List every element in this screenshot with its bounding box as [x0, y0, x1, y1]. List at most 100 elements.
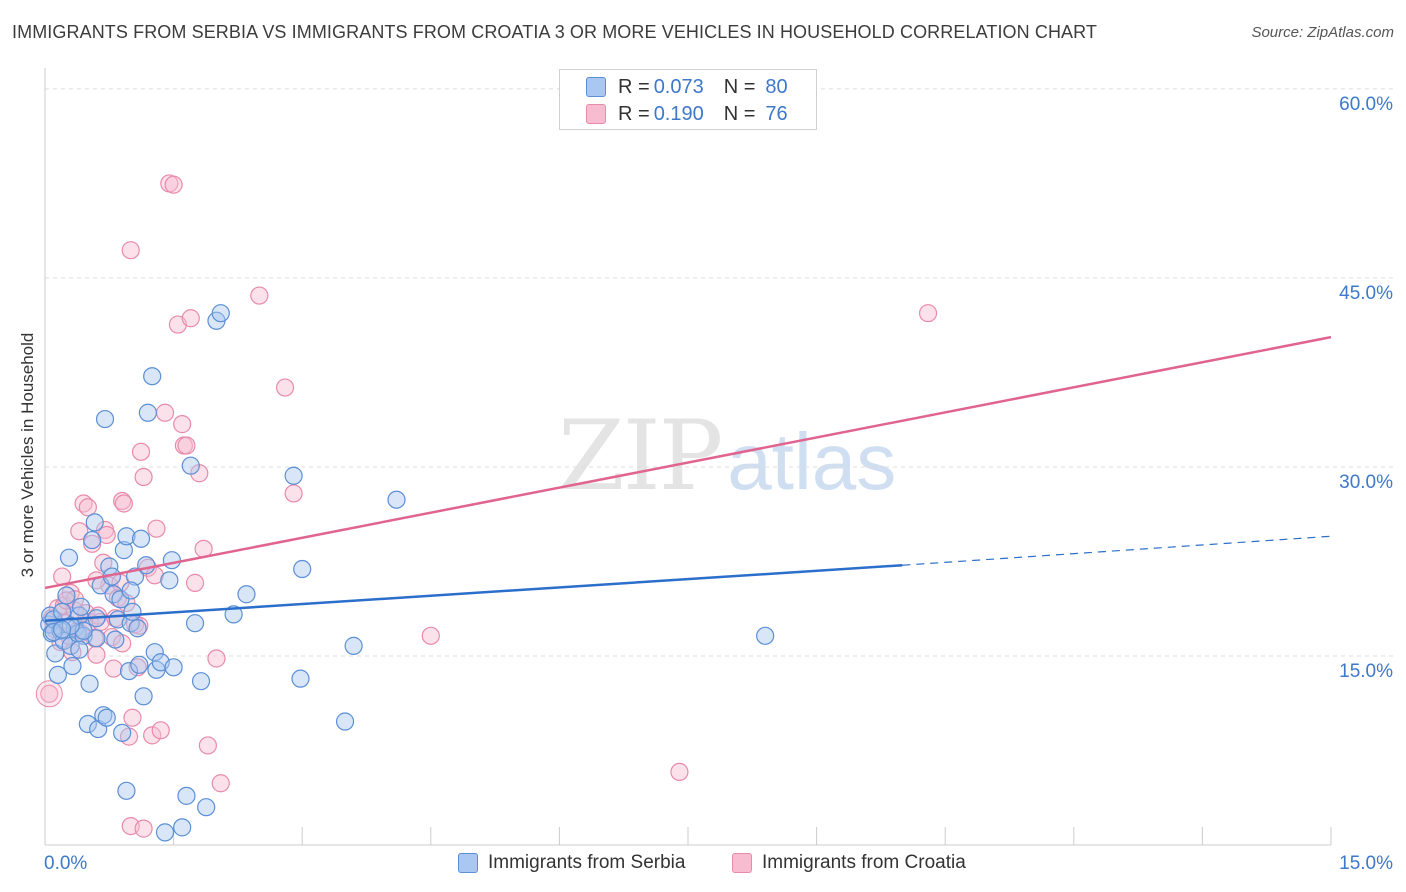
serbia-point	[224, 605, 243, 624]
serbia-point	[137, 556, 156, 575]
croatia-point	[185, 573, 205, 592]
y-tick-label: 45.0%	[1339, 283, 1393, 304]
legend-swatch-croatia	[586, 104, 606, 124]
croatia-point	[143, 726, 162, 745]
croatia-point-large	[35, 680, 63, 708]
serbia-point	[162, 551, 181, 570]
serbia-point	[59, 548, 79, 567]
croatia-point	[155, 403, 175, 422]
serbia-point	[181, 456, 200, 475]
legend-r-value: 0.190	[653, 102, 704, 125]
serbia-point	[293, 559, 312, 579]
serbia-point	[173, 818, 192, 837]
serbia-point	[61, 616, 80, 635]
serbia-point	[95, 409, 115, 429]
chart-source: Source: ZipAtlas.com	[1251, 24, 1394, 41]
series-legend-item-croatia[interactable]: Immigrants from Croatia	[732, 852, 966, 874]
serbia-point	[160, 571, 179, 590]
serbia-point	[80, 674, 99, 693]
serbia-point	[284, 466, 303, 485]
croatia-trend-line	[44, 335, 1332, 590]
serbia-point	[94, 706, 113, 725]
legend-n-value: 80	[765, 75, 788, 98]
serbia-point	[138, 403, 157, 422]
serbia-point	[97, 708, 116, 727]
legend-swatch-serbia	[586, 77, 606, 97]
croatia-point	[102, 627, 121, 647]
croatia-point	[147, 519, 166, 538]
croatia-point	[87, 645, 106, 664]
serbia-point	[119, 661, 139, 681]
legend-n-value: 76	[765, 102, 788, 125]
serbia-point	[143, 367, 162, 386]
series-legend: Immigrants from Serbia Immigrants from C…	[0, 852, 1406, 878]
legend-r-label: R =	[618, 75, 650, 98]
croatia-point	[918, 304, 938, 323]
serbia-point	[117, 527, 136, 546]
legend-n-label: N =	[723, 75, 756, 98]
croatia-point	[284, 484, 303, 503]
grid-layer	[45, 88, 1395, 657]
serbia-point	[63, 656, 82, 676]
croatia-point	[421, 626, 440, 645]
croatia-point	[70, 522, 89, 541]
serbia-point	[131, 529, 151, 548]
serbia-point	[78, 714, 97, 734]
serbia-point	[114, 541, 133, 560]
croatia-point	[670, 762, 689, 782]
serbia-point	[134, 687, 153, 706]
serbia-points-group	[40, 304, 775, 842]
serbia-point	[344, 636, 363, 655]
serbia-point	[177, 786, 196, 805]
serbia-point	[53, 620, 72, 639]
serbia-point	[185, 614, 205, 633]
croatia-point	[134, 819, 153, 838]
y-tick-label: 30.0%	[1339, 472, 1393, 493]
serbia-point	[121, 581, 140, 600]
serbia-point	[70, 640, 89, 659]
series-swatch-croatia	[732, 853, 752, 873]
croatia-point	[97, 525, 116, 545]
series-label-croatia: Immigrants from Croatia	[762, 852, 966, 873]
serbia-point	[48, 665, 67, 684]
series-swatch-serbia	[458, 853, 478, 873]
series-label-serbia: Immigrants from Serbia	[488, 852, 686, 873]
legend-n-label: N =	[723, 102, 756, 125]
tick-layer: 15.0% 30.0% 45.0% 60.0% 0.0% 15.0%	[44, 94, 1393, 874]
croatia-point	[104, 659, 123, 678]
legend-row-croatia: R = 0.190 N = 76	[586, 101, 788, 127]
serbia-point	[85, 513, 104, 532]
croatia-point	[131, 442, 151, 461]
croatia-point	[151, 721, 170, 740]
serbia-point	[123, 602, 142, 621]
serbia-trend-extension	[902, 535, 1332, 566]
serbia-point	[57, 586, 76, 605]
x-tick-label: 15.0%	[1339, 853, 1393, 874]
serbia-point	[756, 626, 775, 645]
serbia-trend-line	[44, 563, 903, 622]
croatia-point	[275, 378, 295, 397]
serbia-point	[211, 304, 230, 323]
croatia-point	[211, 774, 230, 793]
serbia-point	[106, 630, 125, 649]
legend-r-value: 0.073	[653, 75, 704, 98]
y-tick-label: 60.0%	[1339, 94, 1393, 115]
serbia-point	[387, 490, 406, 509]
serbia-point	[291, 669, 310, 688]
serbia-point	[191, 672, 211, 691]
croatia-point	[207, 649, 226, 668]
serbia-point	[155, 823, 175, 842]
y-tick-label: 15.0%	[1339, 661, 1393, 682]
serbia-point	[83, 530, 102, 550]
trend-layer	[44, 335, 1332, 622]
croatia-point	[134, 467, 153, 487]
series-legend-item-serbia[interactable]: Immigrants from Serbia	[458, 852, 685, 874]
legend-row-serbia: R = 0.073 N = 80	[586, 74, 788, 100]
croatia-point	[198, 736, 217, 755]
croatia-point	[123, 708, 142, 727]
y-axis-label: 3 or more Vehicles in Household	[18, 332, 37, 578]
croatia-point	[250, 286, 269, 305]
stats-legend: R = 0.073 N = 80 R = 0.190 N = 76	[559, 69, 817, 130]
